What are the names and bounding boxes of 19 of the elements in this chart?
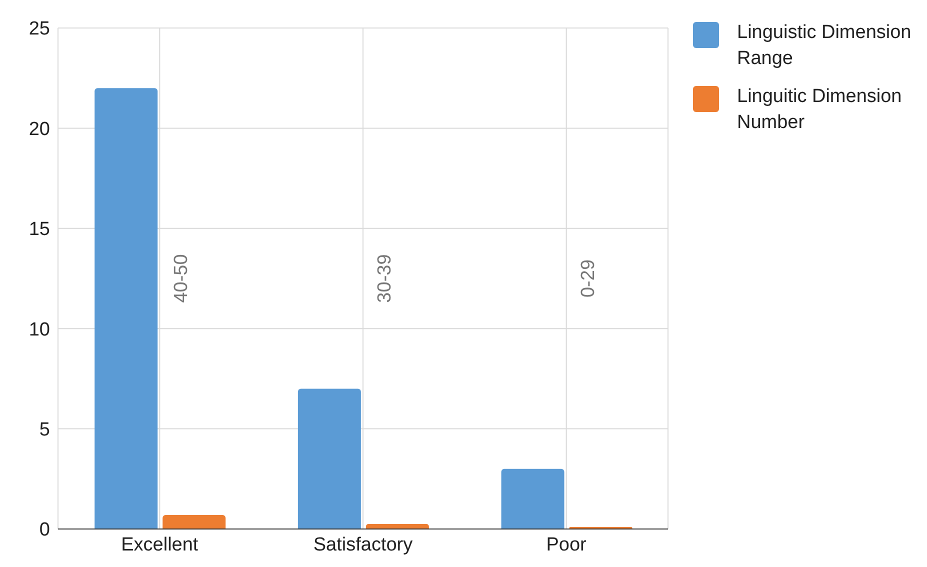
annotation: 30-39 bbox=[374, 254, 396, 303]
legend-label: Linguistic Dimension Range bbox=[737, 21, 912, 71]
y-tick-label: 5 bbox=[39, 420, 50, 441]
y-tick-label: 15 bbox=[28, 219, 50, 240]
bar bbox=[162, 514, 226, 529]
bar bbox=[366, 524, 429, 529]
x-tick-label: Excellent bbox=[121, 534, 199, 556]
y-tick-label: 0 bbox=[39, 520, 50, 541]
legend-label: Linguitic Dimension Number bbox=[737, 85, 903, 135]
annotation: 40-50 bbox=[171, 254, 192, 303]
x-tick-label: Poor bbox=[546, 534, 588, 556]
bar bbox=[298, 388, 361, 529]
y-tick-label: 20 bbox=[28, 118, 50, 140]
y-tick-label: 25 bbox=[28, 18, 50, 40]
bar bbox=[94, 88, 158, 529]
bar bbox=[501, 468, 564, 529]
x-tick-label: Satisfactory bbox=[313, 534, 414, 556]
y-tick-label: 10 bbox=[28, 319, 50, 340]
annotation: 0-29 bbox=[578, 259, 599, 298]
